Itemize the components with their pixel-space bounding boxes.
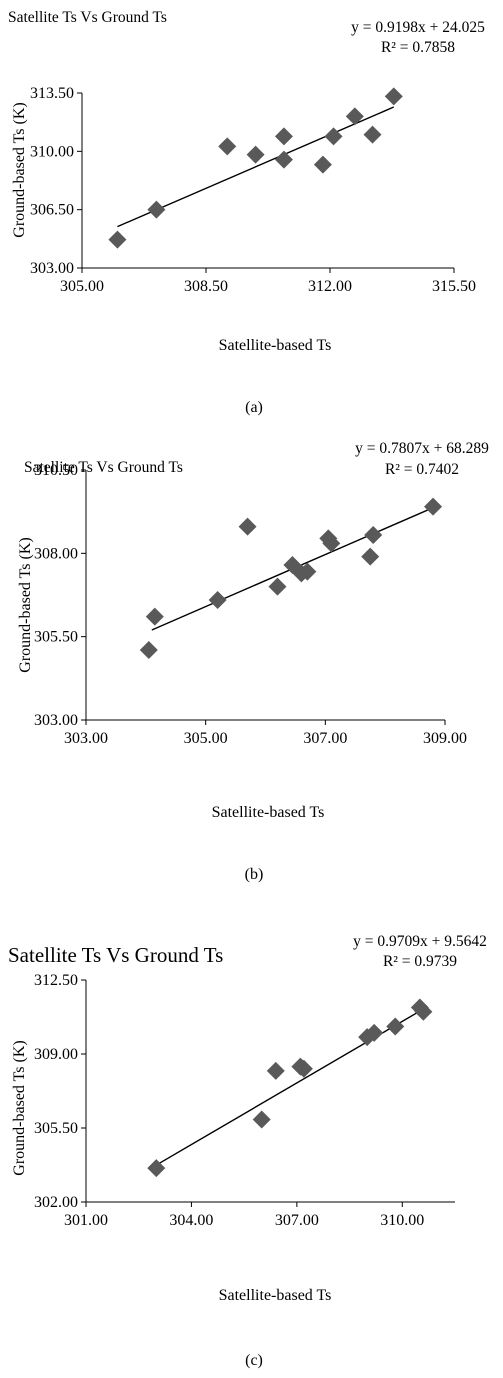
x-tick-label: 304.00: [169, 1212, 213, 1229]
data-point: [324, 127, 343, 146]
chart-title: Satellite Ts Vs Ground Ts: [24, 459, 183, 476]
x-tick-label: 308.50: [184, 278, 228, 295]
r-squared-label: R² = 0.7858: [381, 39, 455, 56]
x-tick-label: 305.00: [184, 730, 228, 747]
data-point: [274, 127, 293, 146]
plot-area: 303.00 306.50 310.00 313.50 305.00 308.50 312.…: [30, 85, 476, 295]
data-point: [108, 230, 127, 249]
equation-label: y = 0.9198x + 24.025: [351, 19, 485, 36]
data-point: [313, 155, 332, 174]
y-axis-label: Ground-based Ts (K): [11, 1040, 28, 1175]
data-point: [424, 497, 443, 516]
scatter-chart-a: Satellite Ts Vs Ground Ts y = 0.9198x + …: [8, 9, 485, 416]
y-tick-label: 305.50: [34, 1120, 78, 1137]
x-axis-label: Satellite-based Ts: [219, 337, 332, 354]
data-point: [365, 1023, 384, 1042]
data-point: [139, 641, 158, 659]
chart-title: Satellite Ts Vs Ground Ts: [8, 9, 167, 26]
x-tick-label: 315.50: [432, 278, 476, 295]
trendline: [155, 1008, 424, 1166]
y-tick-label: 309.00: [34, 1046, 78, 1063]
y-axis-label: Ground-based Ts (K): [11, 102, 28, 237]
data-point: [252, 1110, 271, 1129]
x-axis-label: Satellite-based Ts: [212, 804, 325, 821]
data-point: [218, 137, 237, 156]
data-point: [208, 591, 227, 609]
y-tick-label: 308.00: [34, 545, 78, 562]
data-point: [145, 607, 164, 626]
data-point: [294, 1059, 313, 1078]
equation-label: y = 0.7807x + 68.289: [355, 440, 489, 457]
y-tick-label: 302.00: [34, 1194, 78, 1211]
x-tick-label: 301.00: [64, 1212, 108, 1229]
y-tick-label: 303.00: [30, 260, 74, 277]
data-point: [147, 1159, 166, 1178]
x-tick-label: 307.00: [275, 1212, 319, 1229]
y-tick-label: 312.50: [34, 972, 78, 989]
y-tick-label: 303.00: [34, 712, 78, 729]
caption: (c): [245, 1352, 263, 1369]
chart-panel-a: Satellite Ts Vs Ground Ts y = 0.9198x + …: [0, 0, 503, 430]
data-point: [274, 150, 293, 169]
r-squared-label: R² = 0.9739: [383, 953, 457, 970]
data-point: [322, 534, 341, 553]
chart-panel-b: Satellite Ts Vs Ground Ts y = 0.7807x + …: [0, 430, 503, 905]
y-tick-label: 310.00: [30, 143, 74, 160]
x-tick-label: 309.00: [423, 730, 467, 747]
data-point: [268, 577, 287, 596]
r-squared-label: R² = 0.7402: [385, 461, 459, 478]
data-point: [345, 107, 364, 126]
data-point: [364, 526, 383, 544]
trendline: [117, 106, 395, 228]
data-point: [147, 200, 166, 219]
x-tick-label: 305.00: [60, 278, 104, 295]
data-point: [298, 562, 317, 581]
x-axis-label: Satellite-based Ts: [219, 1287, 332, 1304]
data-point: [363, 125, 382, 144]
data-point: [246, 145, 265, 164]
y-axis-label: Ground-based Ts (K): [17, 537, 34, 672]
y-tick-label: 313.50: [30, 85, 74, 102]
chart-title: Satellite Ts Vs Ground Ts: [8, 943, 223, 967]
data-point: [384, 87, 403, 106]
scatter-chart-c: Satellite Ts Vs Ground Ts y = 0.9709x + …: [8, 933, 487, 1369]
x-tick-label: 303.00: [64, 730, 108, 747]
x-tick-label: 312.00: [308, 278, 352, 295]
data-point: [414, 1002, 433, 1021]
caption: (b): [245, 866, 264, 883]
x-tick-label: 307.00: [303, 730, 347, 747]
data-point: [386, 1017, 405, 1036]
data-point: [266, 1061, 285, 1080]
data-point: [361, 547, 380, 566]
y-tick-label: 306.50: [30, 202, 74, 219]
plot-area: 302.00 305.50 309.00 312.50 301.00 304.00 307.…: [34, 972, 455, 1229]
chart-panel-c: Satellite Ts Vs Ground Ts y = 0.9709x + …: [0, 905, 503, 1378]
scatter-chart-b: Satellite Ts Vs Ground Ts y = 0.7807x + …: [17, 440, 489, 883]
x-tick-label: 310.00: [380, 1212, 424, 1229]
equation-label: y = 0.9709x + 9.5642: [353, 933, 487, 950]
data-point: [238, 517, 257, 536]
data-point: [358, 1028, 377, 1047]
y-tick-label: 305.50: [34, 629, 78, 646]
y-tick-label: 310.50: [34, 462, 78, 479]
caption: (a): [245, 399, 263, 416]
plot-area: 303.00 305.50 308.00 310.50 303.00 305.00 307.…: [34, 462, 467, 747]
